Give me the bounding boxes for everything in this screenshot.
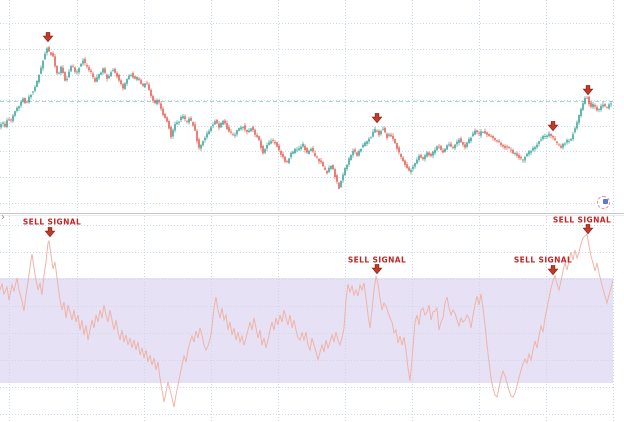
sell-arrow-icon [547,265,559,276]
sell-arrow-icon [547,121,559,132]
sell-arrow-icon [582,85,594,96]
price-panel-gridlines [0,0,614,211]
sell-arrow-icon [371,264,383,275]
oscillator-line [0,232,614,408]
sell-arrow-icon [44,227,56,238]
sell-arrow-icon [42,32,54,43]
sell-signal-label: SELL SIGNAL [513,255,573,265]
sell-signal-label: SELL SIGNAL [347,255,407,265]
candlestick-series [0,45,612,190]
panel-collapse-chevron[interactable]: › [1,212,5,223]
oscillator-band [0,278,613,383]
sell-arrow-icon [582,224,594,235]
panel-separator[interactable] [0,211,624,216]
price-sell-arrows [42,32,594,132]
watermark-dot-icon [603,199,608,204]
sell-signal-label: SELL SIGNAL [552,215,612,225]
sell-arrow-icon [371,113,383,124]
indicator-watermark-icon [597,196,610,209]
oscillator-sell-arrows [44,224,594,276]
sell-signal-label: SELL SIGNAL [22,217,82,227]
oscillator-panel-gridlines [0,216,614,422]
